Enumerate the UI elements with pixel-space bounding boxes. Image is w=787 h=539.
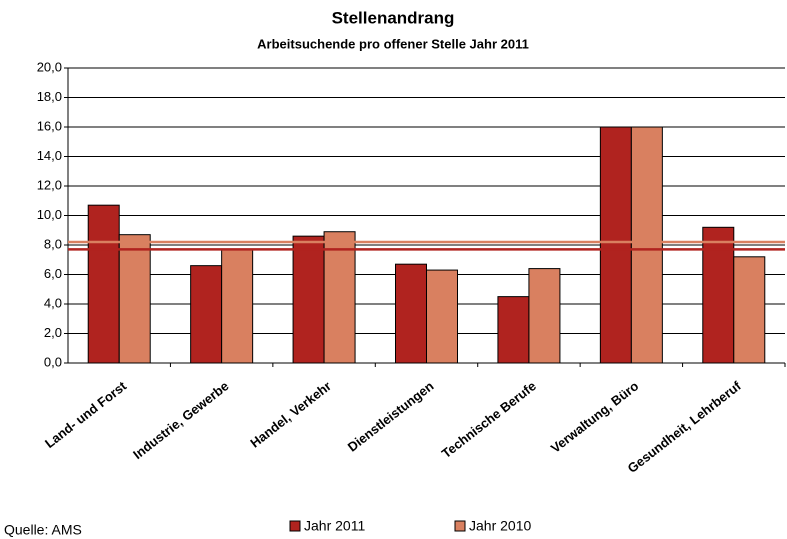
chart-subtitle: Arbeitsuchende pro offener Stelle Jahr 2… [257, 36, 529, 51]
bar [323, 231, 356, 364]
y-tick-label: 20,0 [37, 59, 62, 74]
bar [395, 263, 427, 364]
y-tick-label: 10,0 [37, 207, 62, 222]
bar [221, 248, 254, 364]
y-tick-label: 16,0 [37, 118, 62, 133]
x-tick-label: Land- und Forst [42, 378, 130, 451]
y-tick-label: 8,0 [44, 236, 62, 251]
bar [733, 256, 766, 364]
y-tick-label: 0,0 [44, 354, 62, 369]
legend-label: Jahr 2011 [304, 518, 365, 534]
x-tick-label: Industrie, Gewerbe [130, 378, 231, 462]
x-tick-label: Technische Berufe [439, 378, 539, 461]
bar [426, 269, 458, 364]
y-tick-label: 14,0 [37, 148, 62, 163]
bar [118, 234, 151, 364]
bar [702, 226, 735, 364]
chart-title: Stellenandrang [332, 8, 455, 27]
y-tick-label: 18,0 [37, 89, 62, 104]
bar [190, 265, 223, 364]
bar [599, 126, 632, 364]
bar [497, 296, 530, 364]
y-tick-label: 6,0 [44, 266, 62, 281]
bar [528, 268, 561, 364]
x-tick-label: Gesundheit, Lehrberuf [625, 378, 745, 476]
y-tick-label: 4,0 [44, 295, 62, 310]
x-tick-label: Handel, Verkehr [247, 378, 334, 450]
x-tick-label: Dienstleistungen [345, 378, 437, 454]
bar [292, 235, 325, 364]
bar [630, 126, 663, 364]
source: Quelle: AMS [4, 522, 82, 538]
legend-swatch [289, 520, 301, 532]
x-tick-label: Verwaltung, Büro [548, 378, 642, 456]
legend-swatch [454, 520, 466, 532]
y-tick-label: 2,0 [44, 325, 62, 340]
bar [87, 204, 120, 364]
y-tick-label: 12,0 [37, 177, 62, 192]
legend-label: Jahr 2010 [469, 518, 531, 534]
